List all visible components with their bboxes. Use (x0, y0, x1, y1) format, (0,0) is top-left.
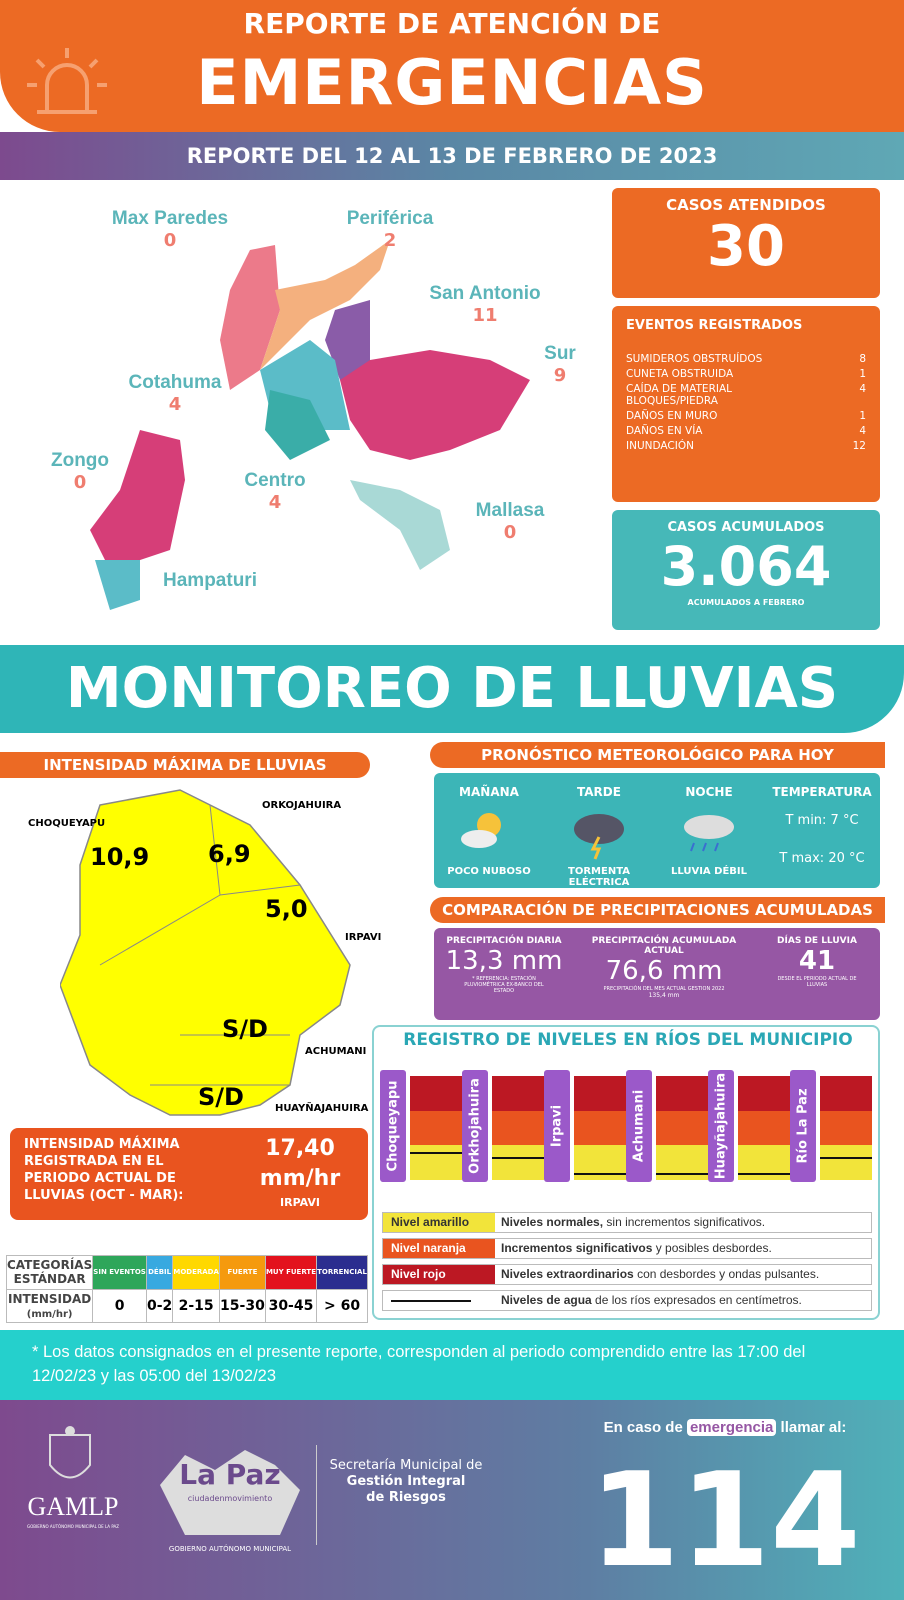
station-value: 10,9 (90, 843, 150, 871)
district-cotahuma: Cotahuma 4 (128, 372, 222, 415)
category-name: TORRENCIAL (316, 1255, 368, 1290)
gob-label: GOBIERNO AUTÓNOMO MUNICIPAL (168, 1545, 292, 1553)
district-zongo: Zongo 0 (50, 450, 110, 493)
district-sur: Sur 9 (544, 343, 576, 386)
category-name: MODERADA (172, 1255, 220, 1290)
event-row: SUMIDEROS OBSTRUÍDOS 8 (626, 353, 866, 365)
call-text: En caso de emergencia llamar al: (603, 1419, 847, 1436)
river-label: Río La Paz (790, 1070, 816, 1182)
district-mallasa: Mallasa 0 (475, 500, 545, 543)
legend-row: Nivel rojo Niveles extraordinarios con de… (382, 1264, 872, 1285)
legend-row: Nivel naranja Incrementos significativos … (382, 1238, 872, 1259)
water-level-line (820, 1157, 872, 1160)
tmax: T max: 20 °C (779, 851, 865, 866)
header: REPORTE DE ATENCIÓN DE EMERGENCIAS (0, 0, 904, 132)
lapaz-logo: La Paz (179, 1458, 281, 1491)
district-centro: Centro 4 (244, 470, 306, 513)
station-value: 6,9 (208, 840, 251, 868)
forecast-period: NOCHE LLUVIA DÉBIL (670, 785, 748, 877)
river-level-gauge (656, 1076, 708, 1180)
forecast-period: MAÑANA POCO NUBOSO (447, 785, 531, 877)
coat-of-arms-icon (49, 1426, 91, 1479)
partly-cloudy-icon (461, 813, 501, 848)
river-label: Orkhojahuira (462, 1070, 488, 1182)
district-max-paredes: Max Paredes 0 (111, 208, 229, 251)
station-value: S/D (198, 1083, 244, 1111)
water-level-line (656, 1172, 708, 1175)
water-level-line (738, 1172, 790, 1175)
river-label: Irpavi (544, 1070, 570, 1182)
category-range: 30-45 (264, 1288, 318, 1323)
footer: GAMLP GOBIERNO AUTÓNOMO MUNICIPAL DE LA … (0, 1400, 904, 1600)
monitoreo-title: MONITOREO DE LLUVIAS (0, 645, 904, 733)
pronostico-box: MAÑANA POCO NUBOSO TARDE TORMENTA ELÉCTRICA… (434, 773, 880, 888)
station-label: ORKOJAHUIRA (262, 800, 342, 811)
category-range: 0 (92, 1288, 147, 1323)
event-row: DAÑOS EN MURO 1 (626, 410, 866, 422)
legend-row: Nivel amarillo Niveles normales, sin incr… (382, 1212, 872, 1233)
river-level-gauge (410, 1076, 462, 1180)
casos-atendidos-card: CASOS ATENDIDOS 30 (612, 188, 880, 298)
category-range: 2-15 (172, 1288, 220, 1323)
category-name: MUY FUERTE (264, 1255, 318, 1290)
river-label: Huayñajahuira (708, 1070, 734, 1182)
thunderstorm-icon (574, 814, 624, 860)
categories-table: CATEGORÍAS ESTÁNDAR SIN EVENTOS DÉBIL MODER… (5, 1255, 368, 1323)
comparacion-title: COMPARACIÓN DE PRECIPITACIONES ACUMULADA… (430, 897, 885, 923)
river-level-gauge (492, 1076, 544, 1180)
district-san-antonio: San Antonio 11 (429, 283, 541, 326)
station-label: IRPAVI (345, 932, 382, 943)
event-row: CUNETA OBSTRUIDA 1 (626, 368, 866, 380)
event-row: DAÑOS EN VÍA 4 (626, 425, 866, 437)
event-row: CAÍDA DE MATERIAL BLOQUES/PIEDRA 4 (626, 383, 866, 407)
category-range: > 60 (316, 1288, 368, 1323)
category-range: 0-2 (145, 1288, 174, 1323)
station-value: S/D (222, 1015, 268, 1043)
water-level-line (574, 1172, 626, 1175)
siren-icon (27, 48, 107, 114)
divider (316, 1445, 317, 1545)
pronostico-title: PRONÓSTICO METEOROLÓGICO PARA HOY (430, 742, 885, 768)
comparacion-box: PRECIPITACIÓN DIARIA 13,3 mm * REFERENCIA:… (434, 928, 880, 1020)
river-label: Achumani (626, 1070, 652, 1182)
station-label: HUAYÑAJAHUIRA (275, 1103, 369, 1114)
water-level-line (410, 1151, 462, 1154)
date-range: REPORTE DEL 12 AL 13 DE FEBRERO DE 2023 (0, 132, 904, 180)
district-hampaturi: Hampaturi (163, 570, 257, 591)
event-row: INUNDACIÓN 12 (626, 440, 866, 452)
footnote: * Los datos consignados en el presente r… (0, 1330, 904, 1400)
category-name: DÉBIL (145, 1255, 174, 1290)
river-label: Choqueyapu (380, 1070, 406, 1182)
station-label: CHOQUEYAPU (28, 818, 106, 829)
station-value: 5,0 (265, 895, 308, 923)
title-line1: REPORTE DE ATENCIÓN DE (243, 7, 661, 40)
basin-map (60, 789, 351, 1116)
river-level-gauge (738, 1076, 790, 1180)
eventos-card: EVENTOS REGISTRADOS SUMIDEROS OBSTRUÍDOS… (612, 306, 880, 502)
legend-row: Niveles de agua de los ríos expresados e… (382, 1290, 872, 1311)
river-level-gauge (820, 1076, 872, 1180)
mountains-logo-icon (160, 1450, 300, 1535)
emergency-phone[interactable]: 114 (589, 1444, 861, 1596)
light-rain-icon (684, 815, 734, 852)
river-level-gauge (574, 1076, 626, 1180)
title-line2: EMERGENCIAS (196, 46, 708, 119)
station-label: ACHUMANI (305, 1046, 367, 1057)
casos-acumulados-card: CASOS ACUMULADOS 3.064 ACUMULADOS A FEBR… (612, 510, 880, 630)
gamlp-sub: GOBIERNO AUTÓNOMO MUNICIPAL DE LA PAZ (27, 1524, 119, 1529)
water-level-line (492, 1157, 544, 1160)
forecast-period: TARDE TORMENTA ELÉCTRICA (544, 785, 654, 888)
district-periferica: Periférica 2 (346, 208, 434, 251)
tmin: T min: 7 °C (785, 813, 859, 828)
lapaz-sub: ciudadenmovimiento (187, 1494, 273, 1503)
intensidad-title: INTENSIDAD MÁXIMA DE LLUVIAS (0, 752, 370, 778)
gamlp-logo: GAMLP (27, 1492, 119, 1521)
secretaria: Secretaría Municipal de Gestión Integral d… (329, 1458, 483, 1505)
category-range: 15-30 (218, 1288, 266, 1323)
intensidad-max-box: INTENSIDAD MÁXIMA REGISTRADA EN EL PERIO… (10, 1128, 368, 1220)
rios-title: REGISTRO DE NIVELES EN RÍOS DEL MUNICIPI… (403, 1030, 853, 1050)
district-map (90, 240, 530, 610)
category-name: FUERTE (218, 1255, 266, 1290)
category-name: SIN EVENTOS (92, 1255, 147, 1290)
